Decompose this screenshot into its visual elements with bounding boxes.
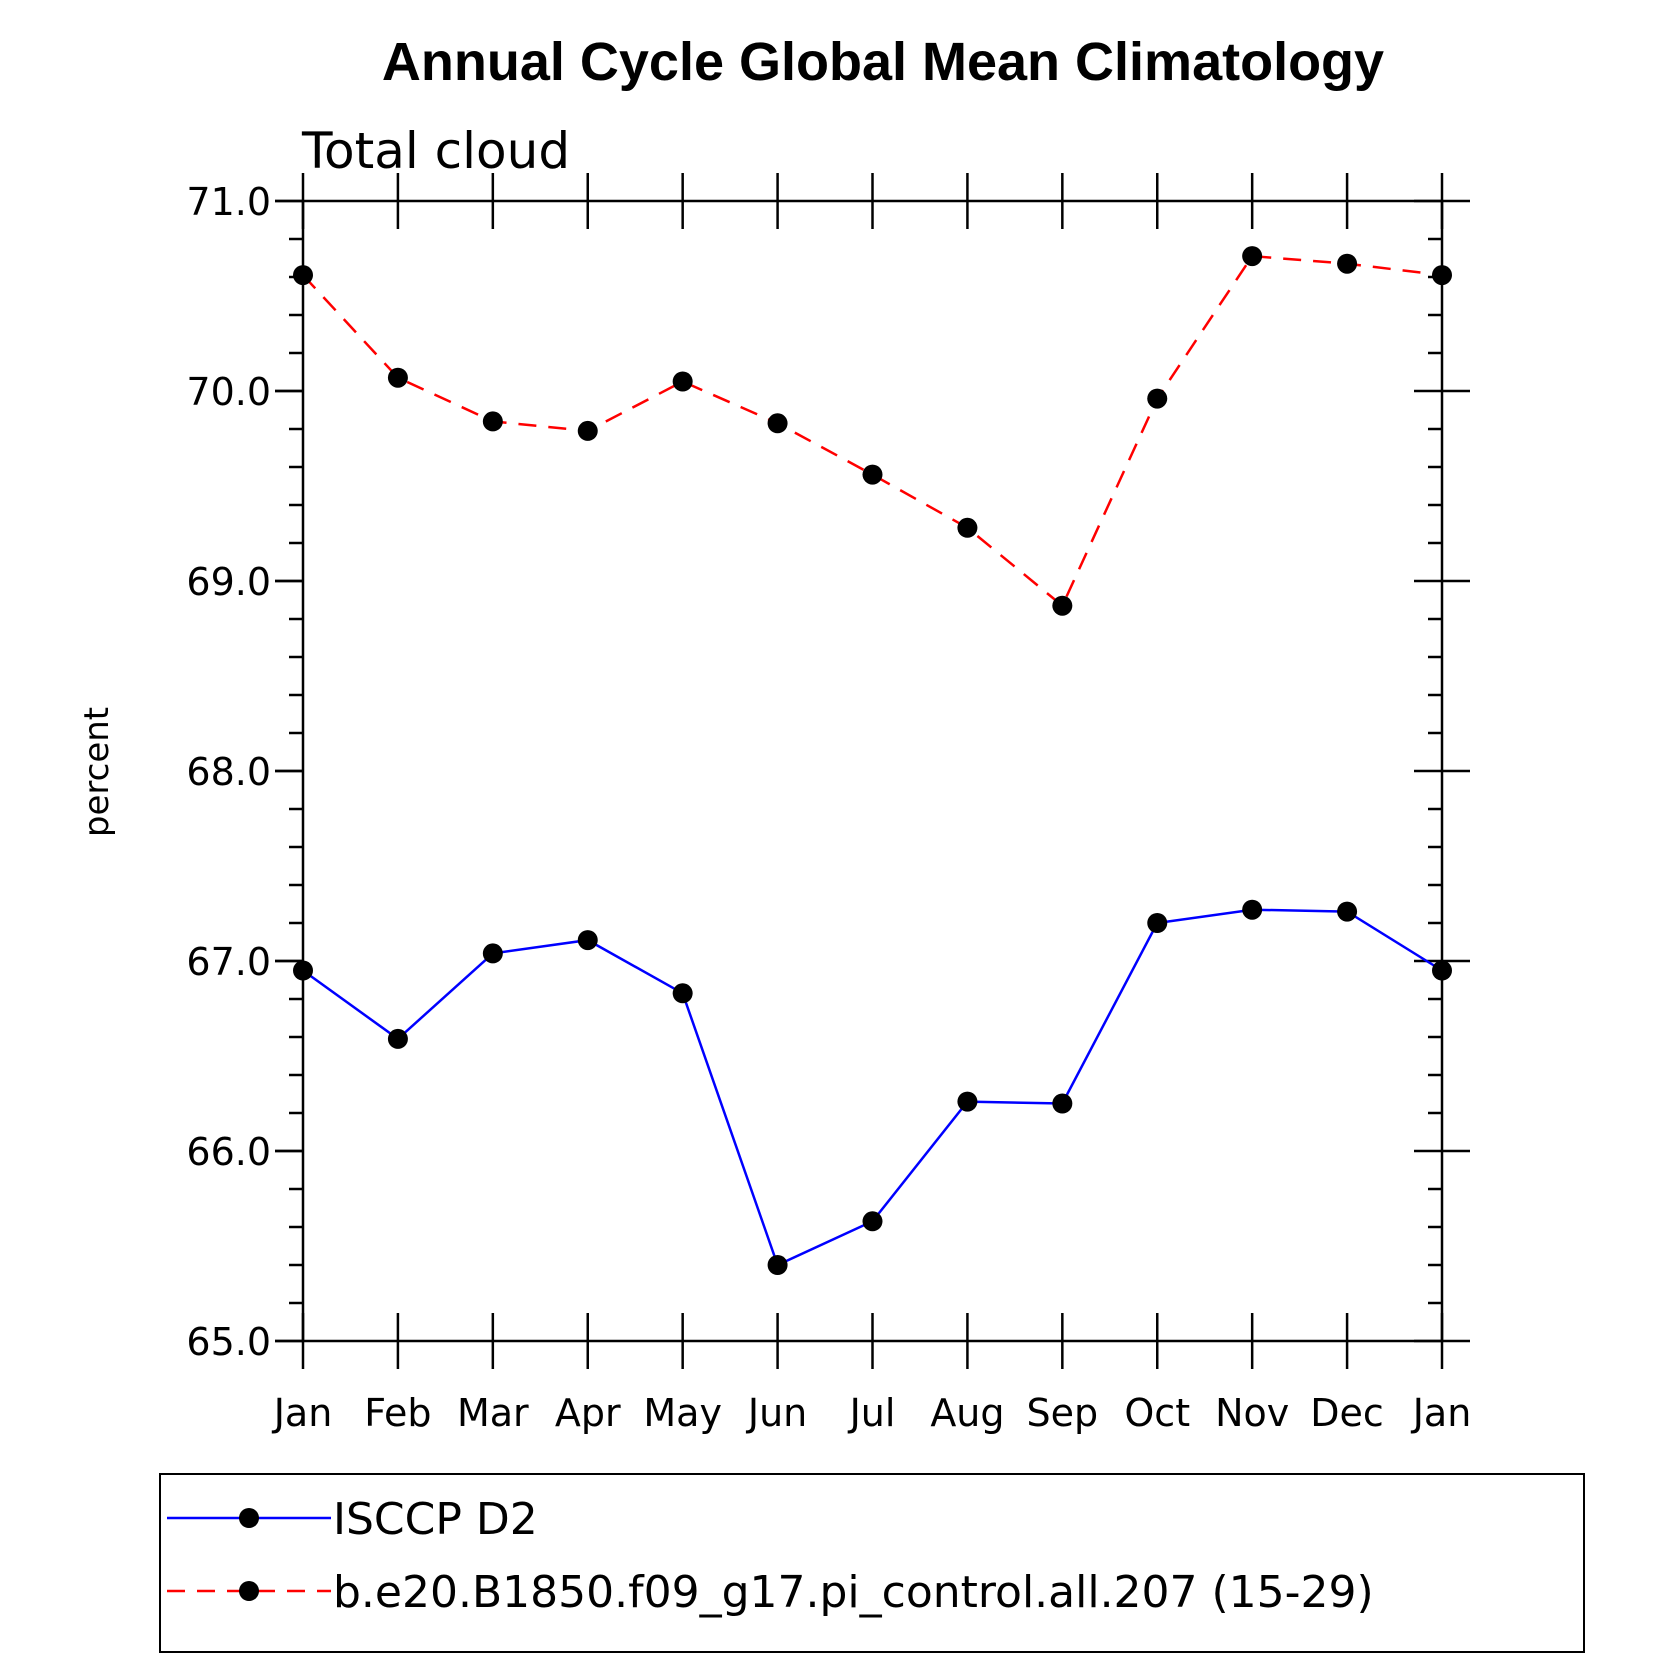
y-axis: 65.0 66.0 67.0 68.0 69.0 70.0 71.0 [186,180,1470,1364]
x-tick-label: May [643,1391,722,1435]
x-tick-label: Aug [930,1391,1004,1435]
data-point-series-1 [387,1028,408,1049]
data-point-series-2 [862,464,883,485]
data-point-series-2 [1052,595,1073,616]
data-point-series-2 [1147,388,1168,409]
data-point-series-1 [1242,899,1263,920]
plot-frame [301,199,1444,1343]
series-layer [293,246,1452,1275]
data-point-series-1 [482,943,503,964]
data-point-series-1 [577,930,598,951]
data-point-series-1 [1337,901,1358,922]
data-point-series-1 [293,960,313,981]
x-tick-label: Feb [364,1391,431,1435]
x-axis: Jan Feb Mar Apr May Jun Jul Aug Sep Oct Nov Dec Jan [272,173,1472,1435]
series-line-2 [302,254,1443,608]
data-point-series-2 [767,413,788,434]
x-tick-label: Jul [848,1391,896,1435]
data-point-series-2 [577,420,598,441]
x-tick-label: Jan [272,1391,333,1435]
x-tick-label: Mar [457,1391,529,1435]
data-point-series-2 [1432,265,1452,286]
y-axis-label: percent [77,707,117,837]
data-point-series-2 [672,371,693,392]
data-point-series-1 [1147,913,1168,933]
data-point-series-2 [293,265,313,286]
legend: ISCCP D2 b.e20.B1850.f09_g17.pi_control.… [159,1473,1585,1653]
data-point-series-1 [672,983,693,1004]
data-point-series-2 [957,517,978,538]
y-tick-label: 67.0 [186,940,271,984]
y-tick-label: 65.0 [186,1320,271,1364]
y-tick-label: 68.0 [186,750,271,794]
data-point-series-1 [767,1255,788,1275]
data-point-series-2 [482,411,503,432]
legend-label-series-2: b.e20.B1850.f09_g17.pi_control.all.207 (… [333,1567,1374,1618]
x-tick-label: Oct [1124,1391,1190,1435]
legend-marker-series-2 [239,1581,259,1601]
data-point-series-1 [862,1211,883,1232]
y-tick-label: 70.0 [186,370,271,414]
x-tick-label: Jun [746,1391,807,1435]
y-tick-label: 66.0 [186,1130,271,1174]
y-tick-label: 71.0 [186,180,271,224]
data-point-series-1 [957,1091,978,1112]
legend-label-series-1: ISCCP D2 [333,1494,538,1545]
x-tick-label: Apr [555,1391,621,1435]
data-point-series-1 [1052,1093,1073,1114]
x-tick-label: Sep [1027,1391,1099,1435]
chart-subtitle: Total cloud [301,122,570,180]
y-tick-label: 69.0 [186,560,271,604]
data-point-series-1 [1432,960,1452,981]
x-tick-label: Nov [1215,1391,1289,1435]
x-tick-label: Dec [1310,1391,1384,1435]
data-point-series-2 [387,367,408,388]
legend-box [159,1473,1585,1653]
legend-marker-series-1 [239,1508,259,1528]
data-point-series-2 [1337,253,1358,274]
x-tick-label: Jan [1411,1391,1472,1435]
chart-title: Annual Cycle Global Mean Climatology [382,32,1384,92]
data-point-series-2 [1242,246,1263,267]
